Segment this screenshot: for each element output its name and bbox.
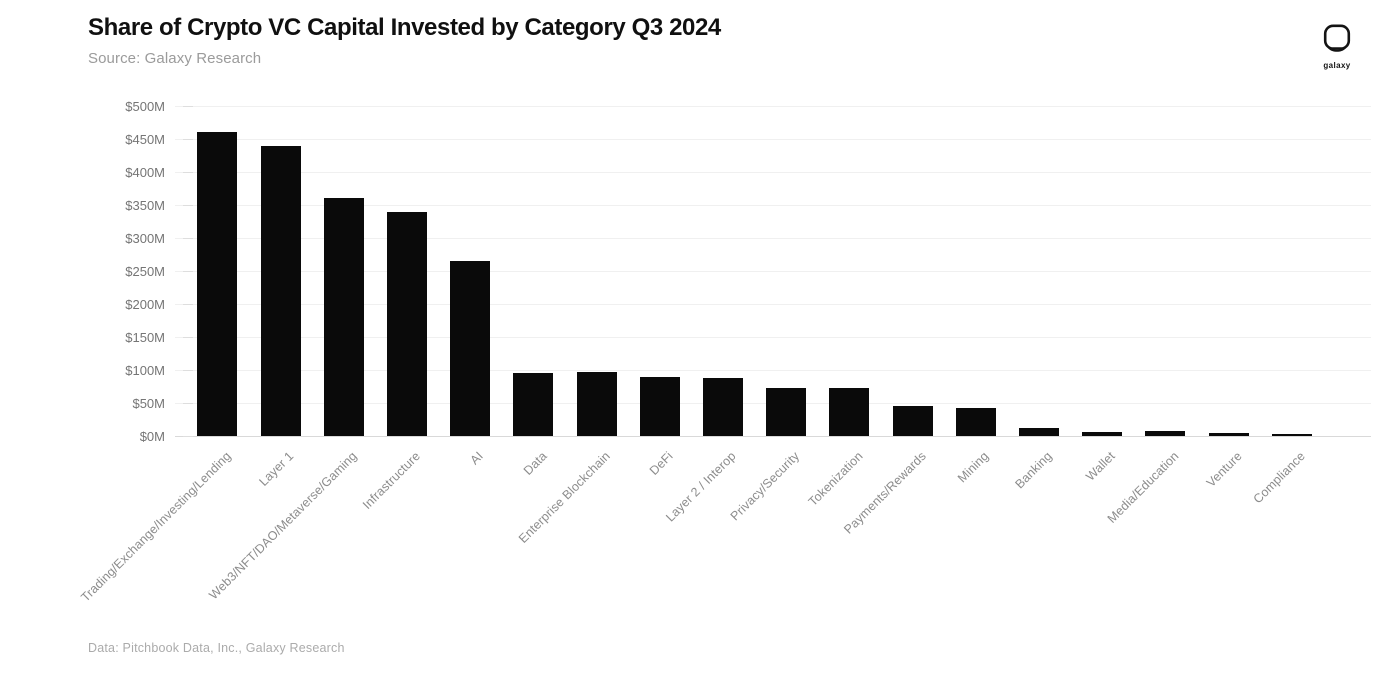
- bar: [197, 132, 238, 436]
- galaxy-logo-icon: [1323, 24, 1351, 52]
- y-tick-label: $50M: [132, 396, 165, 411]
- gridline: [175, 172, 1371, 173]
- bar: [1019, 428, 1059, 436]
- gridline: [175, 106, 1371, 107]
- x-axis-label: Wallet: [1083, 449, 1119, 484]
- bar: [323, 198, 364, 436]
- x-axis-label: DeFi: [646, 449, 676, 478]
- y-axis-tick: [183, 304, 193, 305]
- x-axis-label: Layer 1: [256, 449, 297, 489]
- bar: [639, 376, 680, 436]
- bar: [829, 387, 870, 436]
- bar: [387, 211, 427, 436]
- brand-wordmark: galaxy: [1323, 61, 1351, 70]
- x-axis-label: Venture: [1203, 449, 1245, 490]
- y-tick-label: $0M: [139, 429, 165, 444]
- x-axis-label: Tokenization: [805, 449, 866, 509]
- bar: [513, 373, 554, 436]
- footer-source-note: Data: Pitchbook Data, Inc., Galaxy Resea…: [88, 641, 345, 655]
- gridline: [175, 205, 1371, 206]
- x-axis-label: Infrastructure: [359, 449, 423, 512]
- y-tick-label: $300M: [125, 231, 165, 246]
- y-axis-tick: [183, 370, 193, 371]
- page-title: Share of Crypto VC Capital Invested by C…: [88, 14, 721, 41]
- x-axis-label: Mining: [955, 449, 992, 486]
- bar: [703, 377, 743, 436]
- y-axis-tick: [183, 106, 193, 107]
- y-tick-label: $500M: [125, 99, 165, 114]
- gridline: [175, 238, 1371, 239]
- gridline: [175, 436, 1371, 437]
- y-axis-tick: [183, 205, 193, 206]
- bar: [1271, 434, 1312, 436]
- plot-area: $500M $450M $400M $350M $300M $250M $200M $150M…: [78, 100, 1371, 604]
- x-axis-label: Privacy/Security: [727, 449, 803, 524]
- bar: [955, 407, 996, 436]
- bar: [450, 261, 491, 436]
- gridline: [175, 271, 1371, 272]
- y-tick-label: $250M: [125, 264, 165, 279]
- x-axis-label: AI: [467, 449, 487, 468]
- y-axis-tick: [183, 139, 193, 140]
- x-axis-label: Trading/Exchange/Investing/Lending: [77, 449, 234, 605]
- bar: [260, 145, 301, 436]
- y-axis-tick: [183, 271, 193, 272]
- y-tick-label: $350M: [125, 198, 165, 213]
- y-tick-label: $150M: [125, 330, 165, 345]
- bar: [1208, 432, 1249, 436]
- y-tick-label: $100M: [125, 363, 165, 378]
- bar: [766, 388, 807, 436]
- x-axis-label: Compliance: [1250, 449, 1308, 507]
- gridline: [175, 304, 1371, 305]
- y-axis-tick: [183, 172, 193, 173]
- gridline: [175, 139, 1371, 140]
- source-subtitle: Source: Galaxy Research: [88, 50, 262, 67]
- bar: [576, 371, 617, 436]
- x-axis-label: Banking: [1012, 449, 1055, 492]
- y-axis-tick: [183, 403, 193, 404]
- bar: [892, 406, 933, 436]
- x-axis-label: Data: [520, 449, 550, 478]
- gridline: [175, 370, 1371, 371]
- bar: [1082, 432, 1123, 436]
- y-axis-tick: [183, 436, 193, 437]
- gridline: [175, 337, 1371, 338]
- y-tick-label: $400M: [125, 165, 165, 180]
- y-tick-label: $450M: [125, 132, 165, 147]
- bar: [1145, 430, 1186, 436]
- galaxy-brand-mark: galaxy: [1316, 23, 1358, 70]
- y-tick-label: $200M: [125, 297, 165, 312]
- y-axis-tick: [183, 337, 193, 338]
- y-axis-tick: [183, 238, 193, 239]
